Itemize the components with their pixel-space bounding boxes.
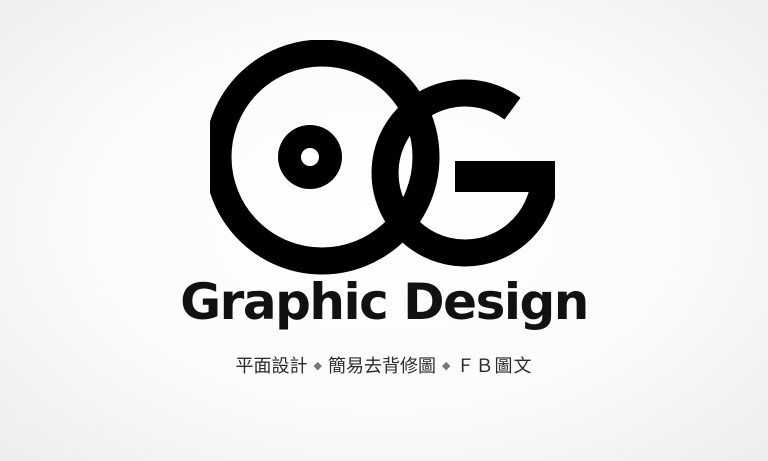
tagline-item-photo-retouch: 簡易去背修圖: [328, 356, 436, 377]
letter-o-eye-shape: [210, 40, 440, 275]
brand-title: Graphic Design: [180, 273, 589, 331]
tagline-item-graphic-design: 平面設計: [235, 356, 308, 377]
og-monogram-logo: [210, 40, 555, 275]
tagline: 平面設計 ◆ 簡易去背修圖 ◆ ＦＢ圖文: [0, 358, 768, 376]
diamond-separator-icon: ◆: [442, 358, 451, 372]
letter-g-shape: [371, 79, 555, 267]
tagline-item-fb-graphics: ＦＢ圖文: [456, 356, 533, 377]
diamond-separator-icon: ◆: [313, 358, 322, 372]
